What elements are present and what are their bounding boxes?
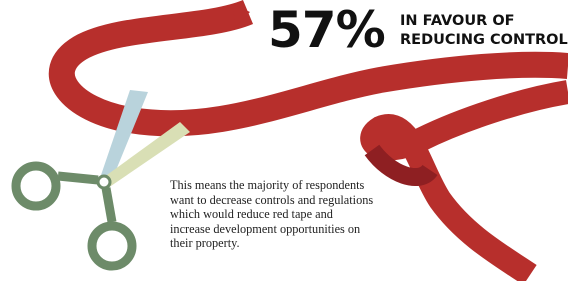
description: This means the majority of respondents w… <box>170 178 375 251</box>
stat-figure: 57% <box>268 2 385 58</box>
infographic: 57% IN FAVOUR OF REDUCING CONTROLS This … <box>0 0 568 281</box>
stat-label-line: REDUCING CONTROLS <box>400 31 568 50</box>
stat-label: IN FAVOUR OF REDUCING CONTROLS <box>400 12 568 50</box>
stat-label-line: IN FAVOUR OF <box>400 12 568 31</box>
